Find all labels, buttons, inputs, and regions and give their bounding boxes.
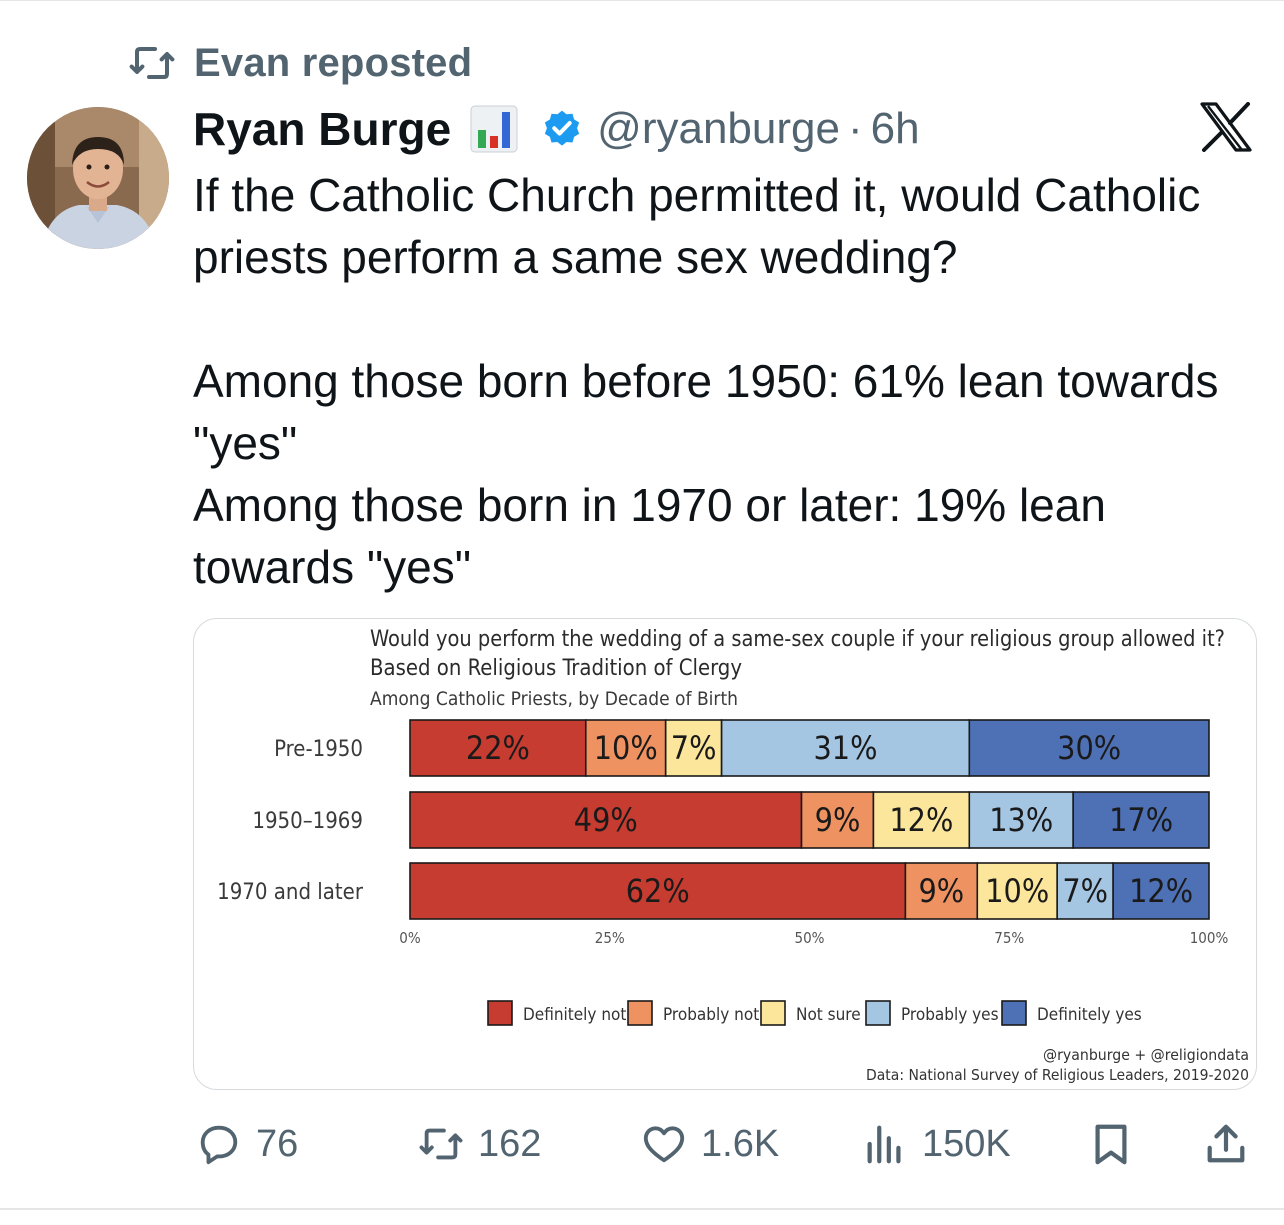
views-button[interactable]: 150K <box>862 1112 1011 1176</box>
bar-segment <box>1072 791 1210 849</box>
share-button[interactable] <box>1203 1112 1249 1176</box>
chart-credit: @ryanburge + @religiondata <box>1043 1046 1249 1064</box>
repost-label: Evan reposted <box>194 40 473 85</box>
x-logo-icon[interactable] <box>1198 102 1254 152</box>
avatar-photo <box>27 107 169 249</box>
chart-card[interactable]: Would you perform the wedding of a same-… <box>193 618 1257 1090</box>
separator-dot: · <box>847 104 863 153</box>
views-count: 150K <box>922 1122 1011 1165</box>
bar-value-label: 22% <box>466 729 530 767</box>
bar-segment <box>904 862 979 920</box>
bar-segment <box>968 719 1210 777</box>
x-tick-label: 100% <box>1190 929 1229 947</box>
avatar[interactable] <box>27 107 169 249</box>
chart-subtitle: Based on Religious Tradition of Clergy <box>370 656 742 681</box>
repost-button[interactable]: 162 <box>418 1112 541 1176</box>
tweet-line: If the Catholic Church permitted it, wou… <box>193 169 1201 283</box>
legend-swatch <box>487 1000 513 1026</box>
chart-subtitle-secondary: Among Catholic Priests, by Decade of Bir… <box>370 688 738 710</box>
reply-count: 76 <box>256 1122 299 1165</box>
tweet-line: Among those born before 1950: 61% lean t… <box>193 355 1219 469</box>
bar-value-label: 30% <box>1057 729 1121 767</box>
share-icon <box>1207 1124 1245 1163</box>
bookmark-icon <box>1095 1124 1127 1165</box>
bar-segment <box>1056 862 1114 920</box>
bar-segment <box>409 862 907 920</box>
bar-value-label: 31% <box>813 729 877 767</box>
action-bar: 76 162 1.6K 150K <box>0 1112 1284 1176</box>
bar-value-label: 12% <box>1129 872 1193 910</box>
stacked-bar-chart: Would you perform the wedding of a same-… <box>217 627 1249 1084</box>
tweet-line: Among those born in 1970 or later: 19% l… <box>193 479 1106 593</box>
x-tick-label: 0% <box>399 929 421 947</box>
bar-value-label: 17% <box>1109 801 1173 839</box>
legend-swatch <box>1001 1000 1027 1026</box>
repost-icon <box>419 1128 463 1160</box>
category-label: 1970 and later <box>217 880 364 905</box>
legend-label: Probably not <box>663 1005 759 1025</box>
repost-indicator[interactable]: Evan reposted <box>128 40 472 86</box>
verified-badge-icon <box>545 110 580 146</box>
legend-label: Definitely not <box>523 1005 626 1025</box>
author-handle[interactable]: @ryanburge <box>597 104 840 153</box>
bar-value-label: 10% <box>594 729 658 767</box>
bar-value-label: 7% <box>671 729 717 767</box>
bookmark-button[interactable] <box>1088 1112 1134 1176</box>
post-time[interactable]: 6h <box>870 104 920 153</box>
bar-segment <box>1112 862 1210 920</box>
bar-value-label: 62% <box>626 872 690 910</box>
bar-value-label: 9% <box>815 801 861 839</box>
legend-swatch <box>627 1000 653 1026</box>
bar-segment <box>409 791 803 849</box>
legend-label: Not sure <box>796 1005 861 1025</box>
bar-segment <box>976 862 1058 920</box>
chart-source: Data: National Survey of Religious Leade… <box>866 1066 1249 1084</box>
reply-icon <box>200 1125 238 1165</box>
bar-value-label: 49% <box>574 801 638 839</box>
bar-chart-emoji-icon <box>470 105 518 153</box>
bar-value-label: 10% <box>985 872 1049 910</box>
legend-swatch <box>865 1000 891 1026</box>
legend-label: Probably yes <box>901 1005 999 1025</box>
x-tick-label: 75% <box>994 929 1024 947</box>
bar-segment <box>800 791 875 849</box>
bottom-divider <box>0 1208 1284 1210</box>
bar-value-label: 9% <box>918 872 964 910</box>
like-count: 1.6K <box>701 1122 780 1165</box>
views-icon <box>867 1125 901 1164</box>
like-button[interactable]: 1.6K <box>641 1112 779 1176</box>
bar-value-label: 13% <box>989 801 1053 839</box>
bar-segment <box>968 791 1074 849</box>
author-name[interactable]: Ryan Burge <box>193 103 452 155</box>
category-label: Pre-1950 <box>274 737 363 762</box>
reply-button[interactable]: 76 <box>196 1112 298 1176</box>
legend-swatch <box>760 1000 786 1026</box>
author-row: Ryan Burge @ryanburge · 6h <box>193 98 920 160</box>
bar-value-label: 12% <box>889 801 953 839</box>
heart-icon <box>643 1126 685 1163</box>
x-tick-label: 25% <box>595 929 625 947</box>
chart-title: Would you perform the wedding of a same-… <box>370 627 1225 652</box>
repost-count: 162 <box>478 1122 542 1165</box>
top-divider <box>0 0 1284 1</box>
bar-value-label: 7% <box>1062 872 1108 910</box>
x-tick-label: 50% <box>795 929 825 947</box>
legend-label: Definitely yes <box>1037 1005 1142 1025</box>
tweet-text: If the Catholic Church permitted it, wou… <box>193 164 1253 598</box>
repost-icon <box>129 47 175 79</box>
category-label: 1950–1969 <box>252 809 363 834</box>
